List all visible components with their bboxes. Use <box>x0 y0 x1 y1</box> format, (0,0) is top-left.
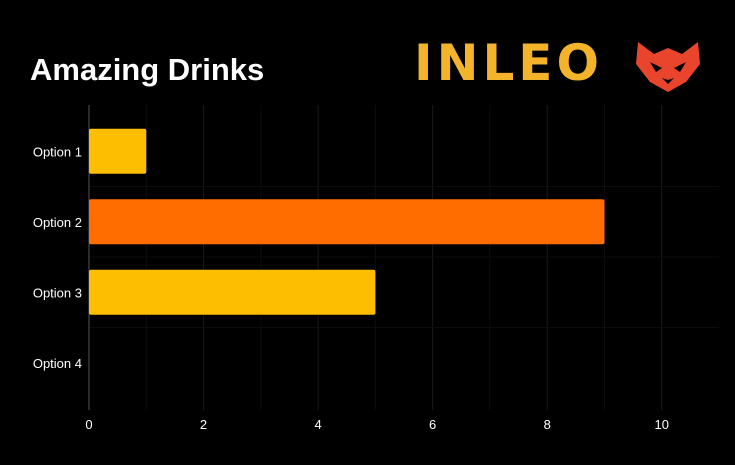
category-label: Option 1 <box>33 144 82 159</box>
grid-lines <box>89 105 719 410</box>
x-tick-label: 10 <box>654 417 668 432</box>
x-tick-label: 6 <box>429 417 436 432</box>
brand-logo-text: INLEO <box>414 34 603 92</box>
x-tick-label: 0 <box>85 417 92 432</box>
chart-title: Amazing Drinks <box>30 52 265 87</box>
category-labels: Option 1 Option 2 Option 3 Option 4 <box>33 144 82 371</box>
x-tick-label: 8 <box>544 417 551 432</box>
bar-option-1 <box>89 128 147 174</box>
x-tick-label: 4 <box>314 417 321 432</box>
bars <box>89 128 605 315</box>
category-label: Option 4 <box>33 356 82 371</box>
x-tick-labels: 0 2 4 6 8 10 <box>85 417 669 432</box>
category-label: Option 2 <box>33 215 82 230</box>
bar-option-3 <box>89 269 376 315</box>
category-label: Option 3 <box>33 285 82 300</box>
x-tick-label: 2 <box>200 417 207 432</box>
bar-option-2 <box>89 199 605 245</box>
lion-head-icon <box>636 42 700 92</box>
